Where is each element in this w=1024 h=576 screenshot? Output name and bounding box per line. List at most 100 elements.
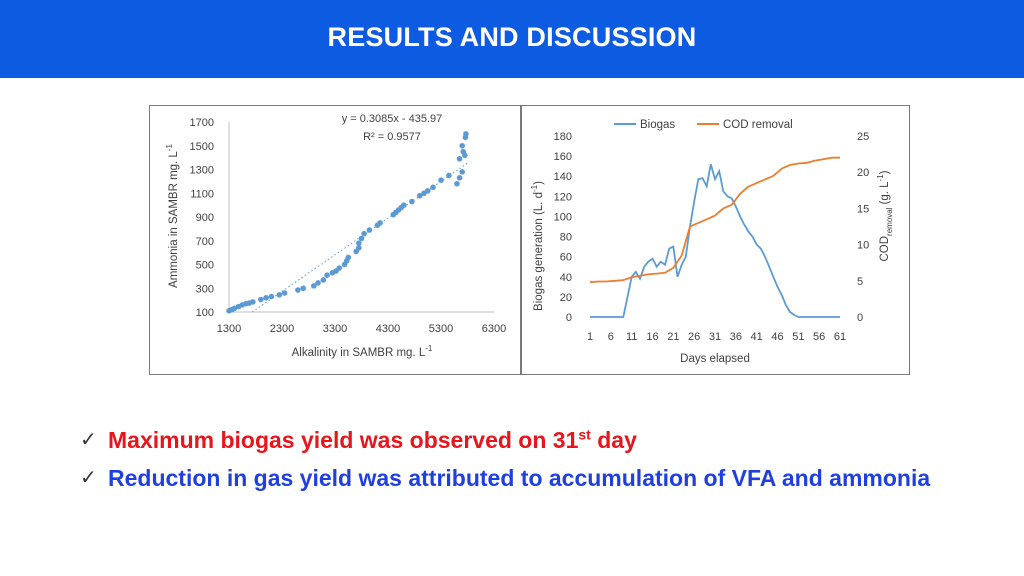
x-tick-label: 3300	[323, 323, 347, 335]
y-tick-label: 180	[554, 131, 572, 143]
data-point	[446, 172, 452, 179]
y2-tick-label: 10	[857, 240, 869, 252]
bullet-item-2: ✓ Reduction in gas yield was attributed …	[80, 463, 980, 493]
data-point	[462, 152, 468, 159]
data-point	[231, 305, 238, 312]
x-tick-label: 11	[626, 331, 637, 343]
data-point	[356, 240, 362, 246]
header-banner: RESULTS AND DISCUSSION	[0, 0, 1024, 78]
y-tick-label: 140	[554, 171, 572, 183]
page-title: RESULTS AND DISCUSSION	[327, 22, 697, 52]
data-point	[456, 156, 463, 162]
data-point	[377, 220, 383, 226]
x-tick-label: 5300	[429, 323, 453, 335]
data-point	[424, 188, 431, 194]
data-point	[361, 230, 367, 237]
x-tick-label: 61	[834, 331, 846, 343]
data-point	[258, 296, 264, 303]
x-tick-label: 4300	[376, 323, 400, 335]
x-tick-label: 1300	[217, 323, 241, 335]
x-tick-label: 26	[688, 331, 700, 343]
data-point	[430, 184, 436, 191]
biogas-line	[590, 163, 840, 318]
y-tick-label: 120	[554, 191, 572, 203]
y-tick-label: 20	[560, 292, 572, 304]
x-tick-label: 46	[771, 331, 783, 343]
legend-label-cod: COD removal	[723, 119, 793, 131]
y-tick-label: 1300	[190, 165, 214, 177]
data-point	[263, 294, 269, 301]
check-icon: ✓	[80, 467, 97, 489]
scatter-chart-panel: 100 300 500 700 900 1100 1300 1500 1700 1300 2300…	[149, 105, 521, 375]
data-point	[336, 265, 343, 271]
y-tick-label: 700	[196, 236, 214, 248]
data-point	[300, 285, 306, 292]
x-tick-label: 2300	[270, 323, 294, 335]
y2-tick-label: 20	[857, 167, 869, 179]
y-tick-label: 100	[196, 307, 214, 319]
y-tick-label: 60	[560, 252, 572, 264]
y2-axis-label: CODremoval(g. L-1)	[876, 170, 894, 261]
x-tick-label: 41	[751, 331, 763, 343]
y-axis-label: Ammonia in SAMBR mg. L-1	[165, 144, 180, 288]
y2-tick-label: 25	[857, 131, 869, 143]
y-tick-label: 1100	[190, 188, 214, 200]
x-tick-label: 1	[587, 331, 593, 343]
x-tick-label: 51	[792, 331, 804, 343]
x-tick-label: 36	[730, 331, 742, 343]
data-point	[320, 277, 327, 283]
data-point	[459, 142, 466, 149]
cod-removal-line	[589, 156, 840, 284]
y-tick-label: 160	[554, 151, 572, 163]
y-tick-label: 900	[196, 212, 214, 224]
data-point	[315, 280, 321, 286]
y-tick-label: 1700	[190, 117, 214, 129]
y-tick-label: 40	[560, 272, 572, 284]
x-tick-label: 56	[813, 331, 825, 343]
x-tick-label: 16	[646, 331, 658, 343]
y-tick-label: 1500	[190, 141, 214, 153]
x-axis-label: Days elapsed	[680, 353, 750, 365]
x-tick-label: 6300	[482, 323, 506, 335]
legend-label-biogas: Biogas	[640, 119, 675, 131]
x-tick-label: 6	[608, 331, 614, 343]
data-point	[295, 287, 301, 293]
data-point	[417, 192, 423, 199]
bullet-text-2: Reduction in gas yield was attributed to…	[108, 465, 931, 491]
trendline-r2: R² = 0.9577	[363, 131, 421, 143]
y2-tick-label: 0	[857, 312, 863, 324]
bullet-list: ✓ Maximum biogas yield was observed on 3…	[80, 425, 980, 501]
data-point	[356, 245, 362, 251]
y-tick-label: 500	[196, 260, 214, 272]
data-point	[366, 227, 373, 233]
y2-tick-label: 5	[857, 276, 863, 288]
y-tick-label: 300	[196, 283, 214, 295]
x-axis-label: Alkalinity in SAMBR mg. L-1	[292, 344, 433, 359]
x-tick-label: 31	[709, 331, 721, 343]
y-tick-label: 80	[560, 232, 572, 244]
bullet-item-1: ✓ Maximum biogas yield was observed on 3…	[80, 425, 980, 455]
data-point	[276, 291, 283, 298]
data-point	[311, 283, 317, 289]
x-tick-label: 21	[667, 331, 679, 343]
trendline-equation: y = 0.3085x - 435.97	[342, 113, 443, 125]
legend: Biogas COD removal	[614, 119, 793, 131]
data-point	[438, 177, 444, 183]
data-point	[401, 202, 407, 208]
data-point	[268, 293, 275, 300]
data-point	[281, 290, 288, 296]
y-tick-label: 100	[554, 211, 572, 223]
data-point	[409, 198, 415, 205]
data-point	[463, 131, 469, 137]
bullet-text-1: Maximum biogas yield was observed on 31s…	[108, 426, 637, 453]
data-point	[324, 272, 330, 278]
check-icon: ✓	[80, 429, 97, 451]
y2-tick-label: 15	[857, 203, 869, 215]
data-point	[456, 175, 463, 181]
data-point	[454, 180, 460, 187]
data-point	[250, 299, 256, 305]
data-point	[459, 169, 466, 175]
data-point	[358, 235, 365, 242]
y-axis-label: Biogas generation (L. d-1)	[530, 181, 545, 311]
